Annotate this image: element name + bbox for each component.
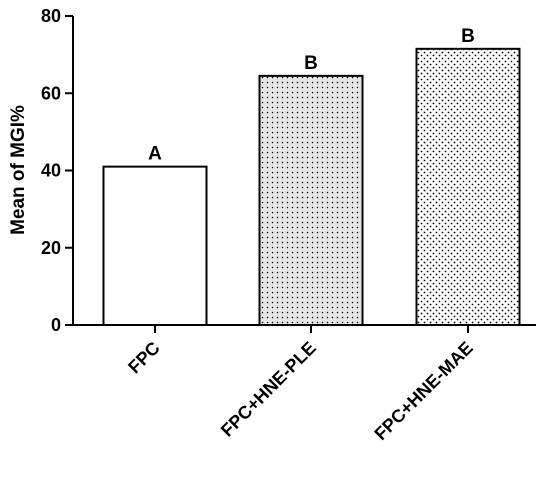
significance-labels: A B B: [148, 26, 475, 165]
y-tick-label: 60: [41, 83, 61, 103]
x-tick-label: FPC: [124, 338, 164, 378]
significance-label: A: [148, 144, 162, 165]
significance-label: B: [304, 53, 318, 74]
x-tick-label: FPC+HNE-MAE: [370, 338, 476, 444]
y-tick-label: 80: [41, 6, 61, 26]
y-tick-label: 20: [41, 238, 61, 258]
y-axis: 0 20 40 60 80: [41, 6, 74, 335]
bars: [102, 47, 521, 327]
y-tick-label: 0: [51, 315, 61, 335]
bar-fpc: [102, 165, 208, 326]
significance-label: B: [461, 26, 475, 47]
y-tick-label: 40: [41, 161, 61, 181]
x-tick-labels: FPC FPC+HNE-PLE FPC+HNE-MAE: [124, 338, 477, 444]
y-axis-label: Mean of MGI%: [8, 105, 29, 235]
bar-fpc-hne-mae: [415, 47, 521, 327]
x-tick-label: FPC+HNE-PLE: [217, 338, 320, 441]
bar-fpc-hne-ple: [258, 74, 364, 327]
x-axis: [72, 324, 536, 333]
